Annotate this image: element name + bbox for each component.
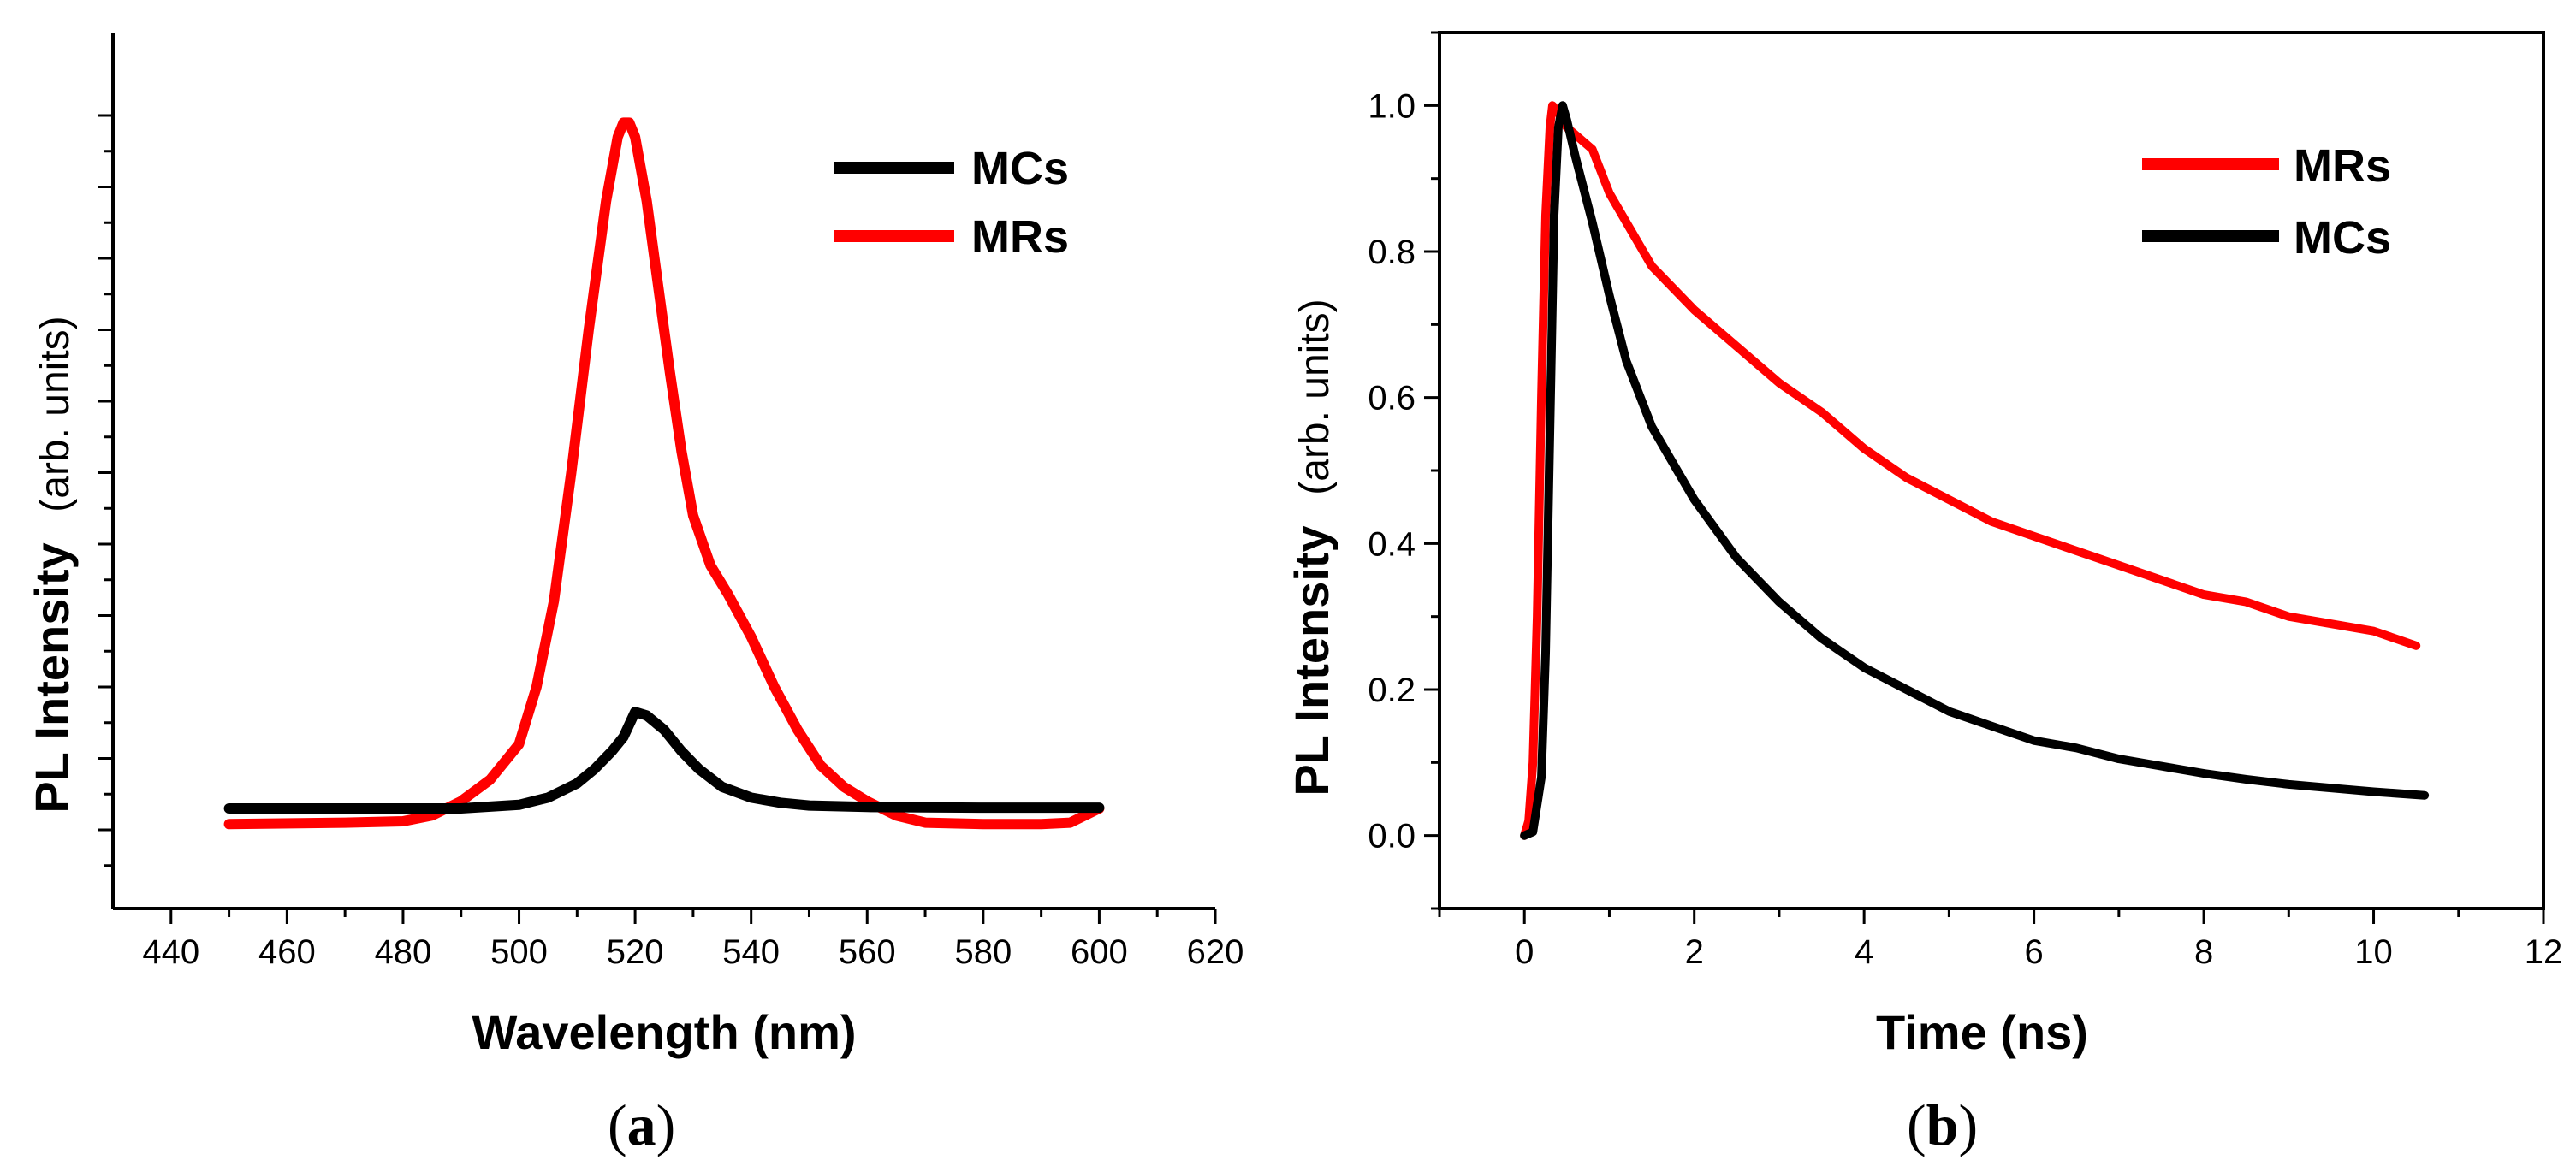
panel-b-label: (b) bbox=[1907, 1092, 1978, 1157]
panel-b-legend: MRs MCs bbox=[2142, 140, 2391, 263]
x-tick-label: 560 bbox=[839, 933, 896, 971]
panel-a-legend: MCs MRs bbox=[834, 143, 1069, 263]
x-tick-label: 6 bbox=[2024, 933, 2043, 971]
y-tick-label: 0.6 bbox=[1368, 380, 1416, 417]
panel-b-chart: 0 2 4 6 8 10 12 0.0 0.2 0.4 0.6 0.8 1.0 MRs MCs Tim… bbox=[1285, 31, 2563, 1157]
legend-label-mrs-a: MRs bbox=[971, 211, 1069, 263]
x-tick-label: 580 bbox=[954, 933, 1012, 971]
x-tick-label: 0 bbox=[1515, 933, 1534, 971]
x-tick-label: 4 bbox=[1855, 933, 1873, 971]
panel-a-y-axis-title-unit: (arb. units) bbox=[33, 316, 78, 512]
y-tick-label: 0.4 bbox=[1368, 525, 1416, 563]
series-line-mrs-b bbox=[1520, 101, 2421, 840]
legend-label-mcs-b: MCs bbox=[2294, 212, 2391, 263]
series-line-mcs-b bbox=[1520, 101, 2430, 840]
x-tick-label: 620 bbox=[1187, 933, 1244, 971]
panel-b-y-axis-title-unit: (arb. units) bbox=[1292, 299, 1338, 494]
y-tick-label: 0.8 bbox=[1368, 234, 1416, 271]
x-tick-label: 12 bbox=[2525, 933, 2563, 971]
panel-a-label-letter: a bbox=[627, 1092, 656, 1157]
panel-a-label: (a) bbox=[608, 1092, 675, 1157]
panel-a-y-ticks bbox=[98, 114, 113, 867]
panel-b-y-ticks: 0.0 0.2 0.4 0.6 0.8 1.0 bbox=[1368, 31, 1439, 910]
panel-b-y-axis-title-main: PL Intensity bbox=[1285, 525, 1338, 796]
x-tick-label: 2 bbox=[1685, 933, 1704, 971]
x-tick-label: 8 bbox=[2194, 933, 2213, 971]
panel-b-x-axis-title: Time (ns) bbox=[1876, 1005, 2088, 1059]
legend-label-mcs-a: MCs bbox=[971, 143, 1069, 194]
panel-b-y-axis-title: PL Intensity (arb. units) bbox=[1285, 299, 1338, 796]
y-tick-label: 0.0 bbox=[1368, 818, 1416, 855]
y-tick-label: 1.0 bbox=[1368, 87, 1416, 125]
panel-a-series bbox=[223, 117, 1105, 830]
y-tick-label: 0.2 bbox=[1368, 672, 1416, 709]
x-tick-label: 460 bbox=[258, 933, 316, 971]
x-tick-label: 480 bbox=[375, 933, 432, 971]
x-tick-label: 10 bbox=[2354, 933, 2393, 971]
panel-b-x-ticks: 0 2 4 6 8 10 12 bbox=[1438, 909, 2563, 971]
panel-a-chart: 440 460 480 500 520 540 560 580 600 620 MCs MRs W… bbox=[25, 33, 1243, 1157]
panel-b-label-open: ( bbox=[1907, 1092, 1926, 1157]
panel-a-axis-frame bbox=[111, 33, 1215, 910]
panel-a-y-axis-title: PL Intensity (arb. units) bbox=[25, 316, 79, 813]
panel-b-label-close: ) bbox=[1958, 1092, 1978, 1157]
x-tick-label: 500 bbox=[490, 933, 548, 971]
x-tick-label: 520 bbox=[607, 933, 664, 971]
x-tick-label: 540 bbox=[722, 933, 780, 971]
panel-b-series bbox=[1520, 101, 2430, 840]
panel-b-label-letter: b bbox=[1926, 1092, 1959, 1157]
series-line-mcs-a bbox=[223, 707, 1105, 814]
series-line-mrs-a bbox=[223, 117, 1105, 830]
x-tick-label: 600 bbox=[1071, 933, 1128, 971]
legend-label-mrs-b: MRs bbox=[2294, 140, 2391, 192]
panel-a-label-open: ( bbox=[608, 1092, 627, 1157]
panel-a-label-close: ) bbox=[656, 1092, 676, 1157]
panel-a-y-axis-title-main: PL Intensity bbox=[25, 542, 79, 813]
x-tick-label: 440 bbox=[142, 933, 199, 971]
panel-a-x-axis-title: Wavelength (nm) bbox=[472, 1005, 856, 1059]
panel-a-x-ticks: 440 460 480 500 520 540 560 580 600 620 bbox=[142, 909, 1243, 971]
